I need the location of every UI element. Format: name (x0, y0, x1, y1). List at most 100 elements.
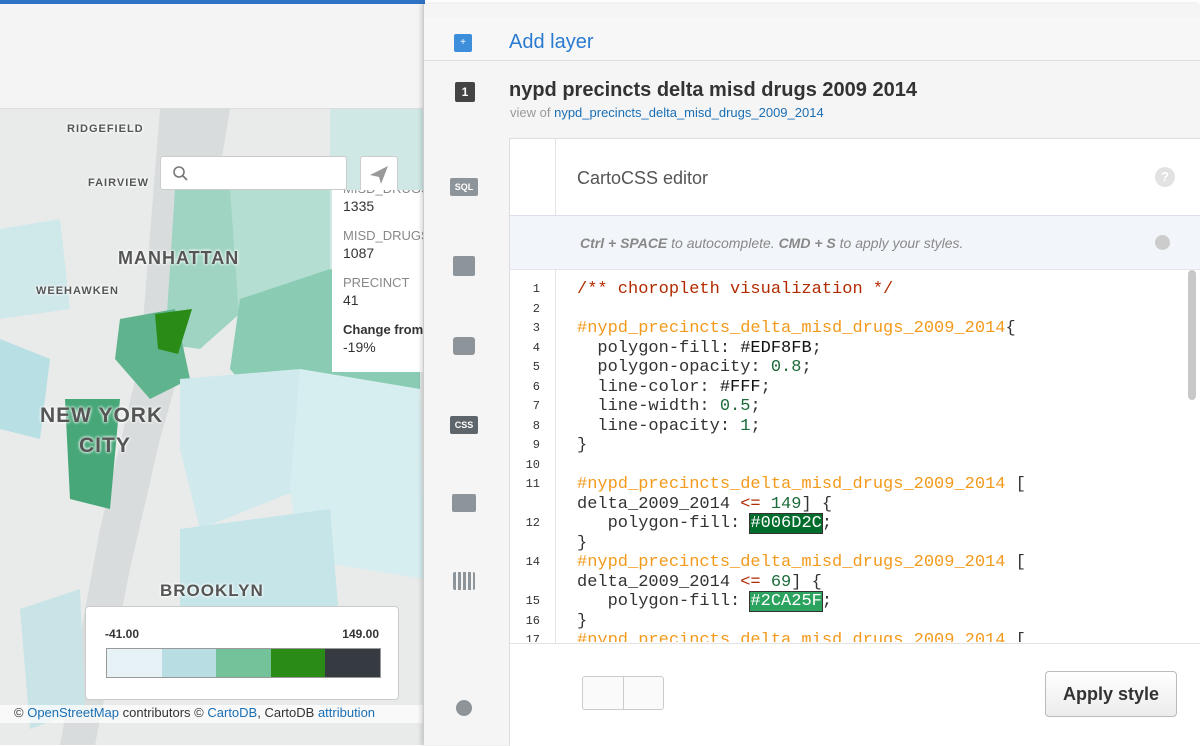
legend-swatch (216, 649, 271, 677)
code-line: 2 (520, 300, 1185, 320)
code-text: #nypd_precincts_delta_misd_drugs_2009_20… (577, 475, 1026, 495)
editor-title: CartoCSS editor (577, 168, 709, 188)
info-label: MISD_DRUGS (343, 228, 425, 243)
scrollbar (1188, 270, 1196, 400)
code-line: 10 (520, 456, 1185, 476)
wizard-tab[interactable] (453, 256, 475, 276)
code-text: } (577, 612, 587, 632)
link[interactable]: OpenStreetMap (27, 705, 119, 720)
code-line: 17 #nypd_precincts_delta_misd_drugs_2009_… (520, 631, 1185, 642)
token: } (577, 533, 588, 553)
line-number: 11 (525, 477, 540, 491)
sql-tab[interactable]: SQL (450, 178, 478, 196)
code-text: } (577, 436, 587, 456)
top-strip (0, 0, 425, 4)
map-label: WEEHAWKEN (36, 285, 119, 297)
line-number: 15 (525, 594, 540, 608)
search-box[interactable] (160, 156, 347, 190)
locate-icon (370, 166, 388, 184)
line-number: 3 (532, 321, 540, 335)
code-line: 7 line-width: 0.5; (520, 397, 1185, 417)
text: view of (510, 105, 551, 120)
token: ; (811, 338, 822, 358)
token: delta_2009_2014 (577, 572, 741, 592)
token: 1 (740, 416, 751, 436)
info-value: 41 (343, 292, 359, 308)
link[interactable]: CartoDB (207, 705, 258, 720)
code-line: 6 line-color: #FFF; (520, 378, 1185, 398)
table-link[interactable]: nypd_precincts_delta_misd_drugs_2009_201… (554, 105, 824, 120)
locate-button[interactable] (360, 156, 398, 192)
token: } (577, 611, 588, 631)
legend-max: 149.00 (342, 627, 379, 641)
token: 69 (770, 572, 792, 592)
token: ] { (801, 494, 833, 514)
key: Ctrl + SPACE (580, 235, 668, 251)
code-line: 15 polygon-fill: #2CA25F; (520, 591, 1185, 612)
token: ; (750, 416, 761, 436)
code-line: delta_2009_2014 <= 149] { (520, 495, 1185, 515)
token: delta_2009_2014 (577, 494, 741, 514)
options-tab[interactable] (456, 700, 472, 716)
code-line: } (520, 534, 1185, 554)
code-line: 12 polygon-fill: #006D2C; (520, 513, 1185, 534)
token: ; (760, 377, 771, 397)
token: #nypd_precincts_delta_misd_drugs_2009_20… (577, 553, 1006, 572)
token: 0.5 (719, 397, 751, 416)
info-label: Change from (343, 322, 424, 337)
token: #nypd_precincts_delta_misd_drugs_2009_20… (577, 631, 1006, 642)
help[interactable]: ? (1155, 167, 1175, 187)
line-number: 6 (532, 379, 540, 394)
text: to autocomplete. (671, 235, 775, 251)
legend-tab[interactable] (452, 494, 476, 512)
line-number: 12 (525, 516, 540, 530)
code-text: polygon-fill: #006D2C; (577, 513, 833, 534)
infowindow: MISD_DRUGS 1335 MISD_DRUGS 1087 PRECINCT 41 Ch… (332, 190, 425, 372)
info-label: MISD_DRUGS (343, 190, 425, 196)
code-text: line-width: 0.5; (577, 397, 760, 417)
view-of: view of nypd_precincts_delta_misd_drugs_… (510, 105, 824, 120)
code-line: 9} (520, 436, 1185, 456)
code-line: 4 polygon-fill: #EDF8FB; (520, 339, 1185, 359)
line-number: 8 (532, 418, 540, 433)
code-line: 14 #nypd_precincts_delta_misd_drugs_2009_… (520, 553, 1185, 573)
line-number: 16 (525, 613, 540, 628)
token: #EDF8FB (740, 338, 812, 358)
filter-tab[interactable] (453, 572, 475, 590)
link[interactable]: attribution (317, 705, 376, 720)
line-number: 9 (532, 438, 540, 452)
line-number: 10 (525, 457, 540, 472)
map-label: NEW YORK (40, 404, 164, 427)
layer-number: 1 (455, 82, 475, 102)
code-line: 3 #nypd_precincts_delta_misd_drugs_2009_2… (520, 319, 1185, 339)
token: polygon-fill: (577, 338, 741, 358)
css-tab[interactable]: CSS (450, 416, 478, 434)
token: [ (1005, 631, 1026, 642)
add-layer-row[interactable]: + Add layer (424, 18, 1200, 61)
map-header (0, 4, 425, 109)
info-value: 1335 (343, 198, 375, 214)
add-layer[interactable]: Add layer (509, 31, 594, 53)
undo-redo[interactable] (582, 676, 664, 710)
apply-style[interactable]: Apply style (1045, 671, 1177, 717)
attribution: © OpenStreetMap contributors © CartoDB, … (0, 705, 439, 723)
text: contributors © (122, 705, 204, 720)
token: ; (821, 592, 833, 611)
code-text: /** choropleth visualization */ (577, 280, 893, 300)
token: #nypd_precincts_delta_misd_drugs_2009_20… (577, 475, 1006, 494)
line-number: 17 (525, 633, 540, 642)
map-label: RIDGEFIELD (67, 123, 144, 135)
legend: -41.00 149.00 (85, 606, 399, 700)
token: #nypd_precincts_delta_misd_drugs_2009_20… (577, 319, 1006, 338)
token: ; (821, 514, 833, 533)
code-text: #nypd_precincts_delta_misd_drugs_2009_20… (577, 631, 1026, 642)
token: <= (740, 494, 761, 514)
token: polygon-fill: (577, 592, 751, 611)
token (761, 495, 771, 514)
line-number: 7 (532, 399, 540, 413)
infowindow-tab[interactable] (453, 337, 475, 355)
token: 0.8 (770, 358, 802, 377)
code-text: delta_2009_2014 <= 149] { (577, 495, 832, 515)
code-text: line-color: #FFF; (577, 377, 771, 398)
search-icon (173, 166, 188, 181)
